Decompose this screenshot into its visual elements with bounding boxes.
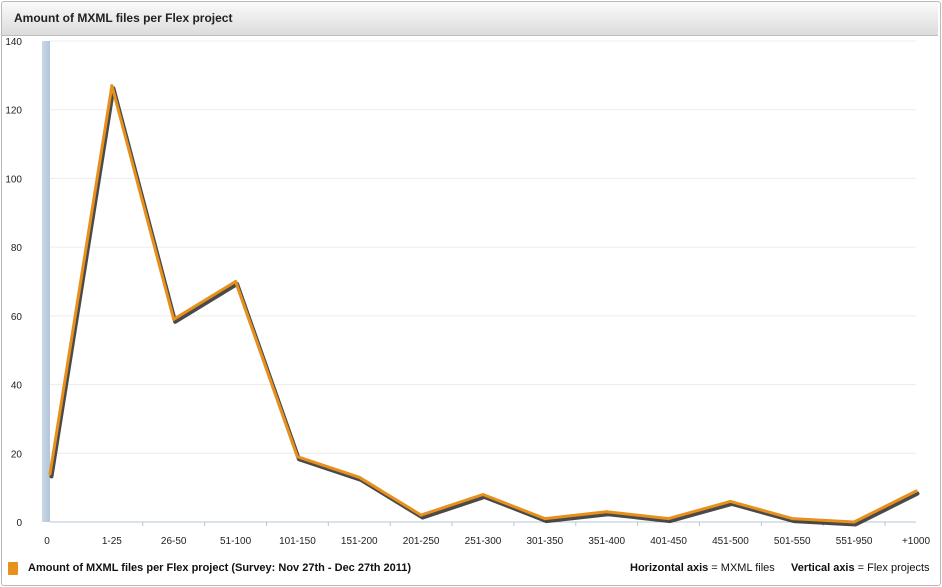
chart-footer: Amount of MXML files per Flex project (S… <box>2 555 938 581</box>
x-tick-label: +1000 <box>902 536 931 547</box>
x-tick-label: 101-150 <box>279 536 316 547</box>
x-tick-label: 351-400 <box>588 536 625 547</box>
data-point <box>790 517 794 521</box>
data-point <box>543 517 547 521</box>
data-point <box>172 317 176 321</box>
x-tick-marks <box>142 522 886 526</box>
x-tick-label: 401-450 <box>650 536 687 547</box>
y-axis-bar <box>42 41 50 522</box>
data-point <box>295 455 299 459</box>
y-tick-label: 140 <box>5 37 22 48</box>
x-tick-labels: 0 1-25 26-50 51-100 101-150 151-200 201-250 251… <box>44 536 930 547</box>
data-point <box>914 489 918 493</box>
data-point <box>110 84 114 88</box>
chart-title: Amount of MXML files per Flex project <box>14 11 233 25</box>
data-point <box>605 510 609 514</box>
horizontal-axis-label: Horizontal axis <box>630 562 709 574</box>
x-tick-label: 26-50 <box>161 536 187 547</box>
legend-swatch <box>8 562 18 575</box>
vertical-axis-value: = Flex projects <box>854 562 930 574</box>
data-points <box>48 84 918 524</box>
horizontal-axis-value: = MXML files <box>708 562 775 574</box>
vertical-axis-note: Vertical axis = Flex projects <box>791 562 930 574</box>
x-tick-label: 501-550 <box>774 536 811 547</box>
chart-header: Amount of MXML files per Flex project <box>2 2 938 36</box>
gridlines <box>50 40 916 523</box>
data-point <box>419 513 423 517</box>
y-tick-label: 20 <box>11 449 23 460</box>
series-line <box>48 84 918 524</box>
data-point <box>852 520 856 524</box>
x-tick-label: 301-350 <box>527 536 564 547</box>
x-tick-label: 1-25 <box>102 536 122 547</box>
x-tick-label: 451-500 <box>712 536 749 547</box>
y-tick-label: 60 <box>11 312 23 323</box>
x-tick-label: 51-100 <box>220 536 252 547</box>
y-tick-label: 40 <box>11 381 23 392</box>
series-shadow <box>49 86 920 527</box>
legend-label: Amount of MXML files per Flex project (S… <box>28 562 412 574</box>
y-tick-label: 120 <box>5 106 22 117</box>
series-group <box>48 84 920 527</box>
vertical-axis-label: Vertical axis <box>791 562 855 574</box>
horizontal-axis-note: Horizontal axis = MXML files <box>630 562 775 574</box>
data-point <box>234 280 238 283</box>
data-point <box>667 517 671 521</box>
data-point <box>357 475 361 479</box>
x-tick-label: 201-250 <box>403 536 440 547</box>
y-tick-label: 100 <box>5 174 22 185</box>
data-point <box>481 493 485 497</box>
x-tick-label: 151-200 <box>341 536 378 547</box>
data-point <box>728 499 732 503</box>
y-tick-labels: 0 20 40 60 80 100 120 140 <box>5 37 22 529</box>
y-tick-label: 0 <box>16 518 22 529</box>
data-point <box>48 472 52 476</box>
y-tick-label: 80 <box>11 243 23 254</box>
x-tick-label: 251-300 <box>465 536 502 547</box>
x-tick-label: 0 <box>44 536 50 547</box>
x-tick-label: 551-950 <box>836 536 873 547</box>
